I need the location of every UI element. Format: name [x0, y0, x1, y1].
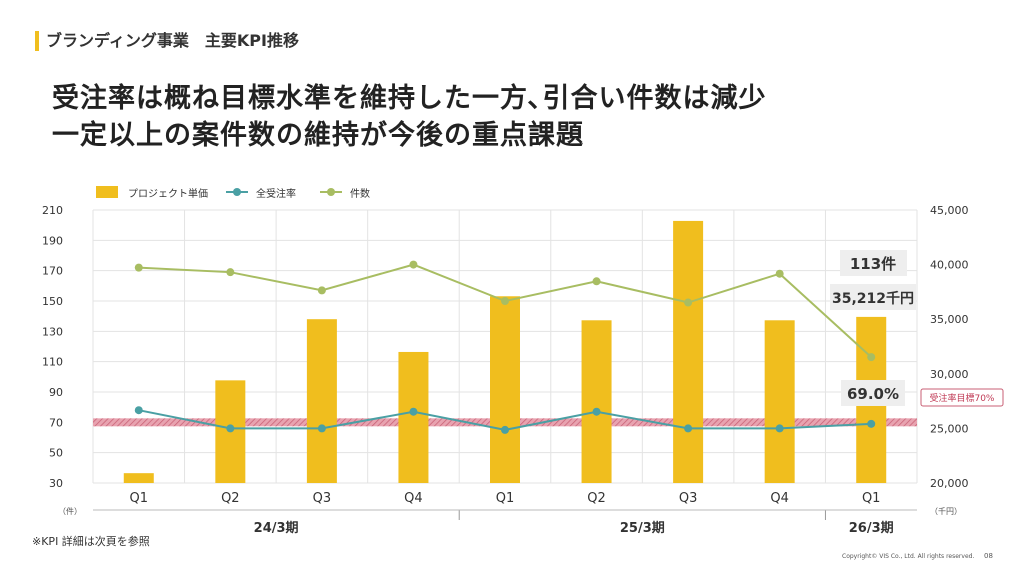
category-label: Q3 — [679, 491, 698, 506]
left-axis-tick-label: 110 — [42, 356, 63, 369]
bar-5 — [490, 296, 520, 483]
category-label: Q1 — [496, 491, 515, 506]
right-axis-tick-label: 35,000 — [930, 313, 969, 326]
category-label: Q4 — [404, 491, 423, 506]
left-axis-tick-label: 190 — [42, 234, 63, 247]
legend-label-rate: 全受注率 — [256, 187, 296, 200]
count-point-8 — [775, 269, 784, 278]
rate-point-1 — [134, 406, 143, 415]
legend-label-count: 件数 — [350, 187, 370, 200]
legend-swatch-price — [96, 186, 118, 198]
period-label: 25/3期 — [620, 521, 665, 536]
count-point-9 — [867, 353, 876, 362]
legend-label-price: プロジェクト単価 — [128, 187, 208, 200]
rate-point-5 — [501, 425, 509, 434]
right-axis-tick-label: 25,000 — [930, 422, 969, 435]
left-axis-unit: （件） — [58, 506, 82, 516]
target-callout-label: 受注率目標70% — [929, 392, 994, 404]
category-label: Q1 — [130, 491, 149, 506]
bar-3 — [306, 319, 337, 483]
rate-point-2 — [226, 424, 235, 433]
left-axis-tick-label: 50 — [49, 447, 63, 460]
bar-6 — [581, 320, 612, 483]
count-point-7 — [684, 298, 693, 307]
count-annotation: 113件 — [850, 255, 896, 273]
bar-1 — [123, 473, 154, 483]
left-axis-tick-label: 150 — [42, 295, 63, 308]
category-label: Q4 — [770, 491, 789, 506]
right-axis-unit: （千円） — [930, 506, 962, 516]
count-point-6 — [592, 277, 601, 286]
page-number: 08 — [984, 552, 993, 560]
right-axis-tick-label: 40,000 — [930, 259, 969, 272]
left-axis-tick-label: 30 — [49, 477, 63, 490]
headline-line-1: 受注率は概ね目標水準を維持した一方､引合い件数は減少 — [52, 83, 767, 114]
section-title: ブランディング事業 主要KPI推移 — [46, 31, 299, 50]
left-axis-tick-label: 90 — [49, 386, 63, 399]
bar-8 — [764, 320, 795, 483]
headline-line-2: 一定以上の案件数の維持が今後の重点課題 — [52, 120, 584, 151]
right-axis-tick-label: 45,000 — [930, 204, 969, 217]
rate-point-3 — [317, 424, 326, 433]
category-label: Q1 — [862, 491, 881, 506]
count-point-1 — [134, 263, 143, 272]
section-accent-bar — [35, 31, 39, 51]
left-axis-tick-label: 210 — [42, 204, 63, 217]
category-label: Q2 — [221, 491, 240, 506]
legend-swatch-rate-dot — [233, 188, 241, 196]
bar-4 — [398, 351, 429, 483]
target-callout-box — [920, 388, 1004, 407]
left-axis-tick-label: 170 — [42, 265, 63, 278]
count-annotation-box — [840, 250, 907, 276]
footnote: ※KPI 詳細は次頁を参照 — [32, 535, 150, 548]
rate-annotation: 69.0% — [847, 385, 899, 403]
rate-point-8 — [775, 424, 784, 433]
rate-point-4 — [409, 407, 418, 416]
category-label: Q3 — [313, 491, 332, 506]
count-point-5 — [501, 297, 509, 305]
period-label: 24/3期 — [254, 521, 299, 536]
count-point-4 — [409, 260, 418, 269]
category-label: Q2 — [587, 491, 606, 506]
count-point-2 — [226, 268, 235, 277]
copyright: Copyright© VIS Co., Ltd. All rights rese… — [842, 553, 975, 560]
bar-7 — [673, 220, 704, 484]
left-axis-tick-label: 70 — [49, 416, 63, 429]
price-annotation-box — [830, 284, 916, 310]
rate-point-6 — [592, 407, 601, 416]
rate-annotation-box — [841, 380, 905, 406]
rate-point-7 — [684, 424, 693, 433]
legend-swatch-count-dot — [327, 188, 335, 196]
rate-point-9 — [867, 419, 876, 428]
right-axis-tick-label: 30,000 — [930, 368, 969, 381]
price-annotation: 35,212千円 — [832, 290, 914, 307]
count-point-3 — [317, 286, 326, 295]
headline: 受注率は概ね目標水準を維持した一方､引合い件数は減少 一定以上の案件数の維持が今… — [52, 80, 767, 154]
left-axis-tick-label: 130 — [42, 325, 63, 338]
right-axis-tick-label: 20,000 — [930, 477, 969, 490]
period-label: 26/3期 — [849, 521, 894, 536]
